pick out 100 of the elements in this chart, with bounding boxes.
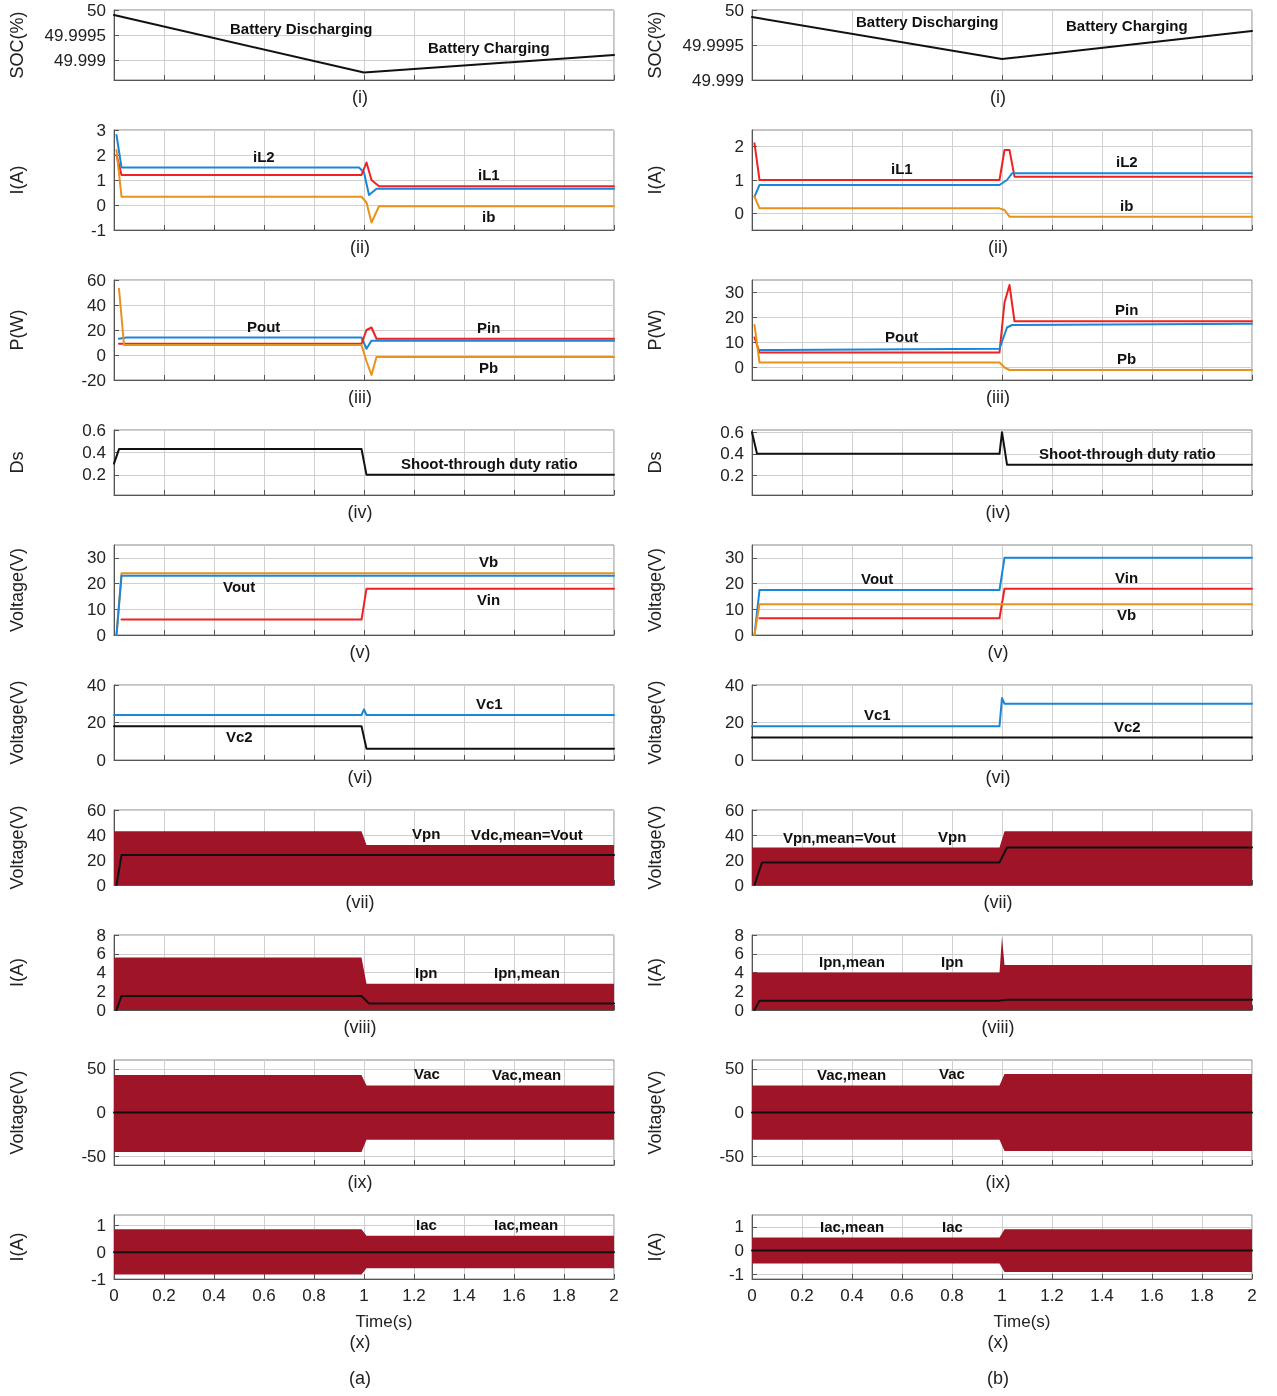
line-series [118,287,615,376]
x-tick-label: 1 [359,1286,369,1305]
y-axis-title: P(W) [7,309,27,351]
y-tick-label: 50 [725,0,744,20]
y-axis-title: Voltage(V) [645,805,665,890]
y-axis-title: Voltage(V) [7,805,27,890]
y-axis-title: I(A) [645,958,665,987]
y-axis-title: I(A) [7,958,27,987]
y-tick-label: 30 [725,283,744,302]
y-tick-label: 2 [96,981,106,1001]
annotation: Pout [885,328,919,346]
y-tick-label: -50 [719,1146,744,1166]
annotation: Vpn,mean=Vout [783,828,896,846]
y-tick-label: 0 [734,1000,744,1020]
text: (ix) [347,1172,373,1192]
annotation: Vin [1115,568,1139,586]
y-axis-title: Voltage(V) [7,547,27,633]
x-tick-label: 0.4 [840,1286,864,1305]
y-tick-label: 20 [87,320,106,340]
annotation: Vdc,mean=Vout [471,826,583,843]
y-tick-label: 49.9995 [44,25,106,45]
x-tick-label: 0.6 [890,1286,914,1305]
y-axis-title: I(A) [645,1232,665,1262]
annotation: iL2 [1116,153,1138,171]
text: (vi) [347,767,373,787]
x-tick-label: 0.2 [152,1286,176,1305]
y-tick-label: 0 [734,1241,744,1261]
text: (iv) [347,502,373,522]
text: (ii) [988,237,1008,257]
y-tick-label: 50 [87,0,106,20]
line-series [753,324,1253,371]
x-tick-label: 1.8 [552,1286,576,1305]
y-tick-label: 10 [87,599,106,619]
annotation: Vac,mean [492,1065,562,1083]
text: (i) [990,87,1006,107]
x-tick-label: 1.4 [1090,1286,1114,1305]
y-tick-label: 0 [734,875,744,895]
text: (i) [352,87,368,107]
y-tick-label: 20 [87,574,106,594]
y-tick-label: 0 [734,1103,744,1122]
y-tick-label: 1 [734,170,744,190]
line-series [753,142,1253,181]
annotation: Ipn [941,952,964,970]
y-tick-label: 20 [87,850,106,870]
text: (iv) [985,502,1011,522]
y-tick-label: 10 [725,599,744,619]
y-tick-label: 6 [734,944,744,964]
y-tick-label: 40 [87,295,106,315]
y-tick-label: 0.6 [82,420,106,440]
y-tick-label: 0 [96,1000,106,1020]
y-tick-label: 6 [96,944,106,964]
annotation: Vc2 [226,728,253,746]
line-series [753,195,1253,218]
annotation: Vout [223,577,256,595]
y-tick-label: 2 [734,137,744,157]
y-tick-label: 40 [87,675,106,695]
y-axis-title: SOC(%) [7,11,27,79]
y-axis-title: Voltage(V) [645,1070,665,1155]
annotation: Shoot-through duty ratio [1039,444,1216,462]
y-tick-label: 0 [96,625,106,645]
y-tick-label: 20 [87,713,106,732]
y-tick-label: 0 [96,345,106,365]
annotation: Battery Discharging [856,13,999,31]
annotation: Vpn [938,827,967,845]
annotation: Vb [479,553,499,571]
y-tick-label: 30 [725,548,744,568]
y-tick-label: -1 [90,220,106,240]
y-tick-label: 0.2 [82,465,106,485]
y-tick-label: 60 [87,270,106,290]
line-series [758,322,1253,351]
text: (x) [987,1332,1009,1352]
y-axis-title: I(A) [7,1232,27,1262]
y-tick-label: 1 [96,1216,106,1236]
annotation: Vc2 [1114,717,1141,735]
annotation: iL1 [891,160,913,177]
y-tick-label: 0.4 [720,444,744,464]
x-tick-label: 0.6 [252,1286,276,1305]
y-tick-label: 0 [96,1103,106,1122]
annotation: Pb [479,358,499,376]
annotation: Pin [1115,301,1139,319]
x-tick-label: 2 [609,1286,619,1305]
annotation: Vout [861,570,894,587]
y-tick-label: -1 [90,1269,106,1289]
y-tick-label: 60 [725,800,744,820]
line-series [115,149,615,224]
annotation: Pb [1117,350,1137,367]
annotation: Vin [477,590,501,608]
y-tick-label: 2 [734,981,744,1001]
y-tick-label: 8 [734,925,744,945]
annotation: ib [1120,196,1134,214]
x-tick-label: 1.6 [1140,1286,1164,1305]
y-tick-label: 8 [96,925,106,945]
y-tick-label: 60 [87,800,106,820]
y-tick-label: 0.4 [82,442,106,462]
y-tick-label: 0 [96,1242,106,1262]
text: (vi) [985,767,1011,787]
text: (viii) [981,1017,1015,1037]
annotation: Vb [1117,606,1137,624]
x-tick-label: 1.6 [502,1286,526,1305]
annotation: Battery Charging [428,38,550,56]
